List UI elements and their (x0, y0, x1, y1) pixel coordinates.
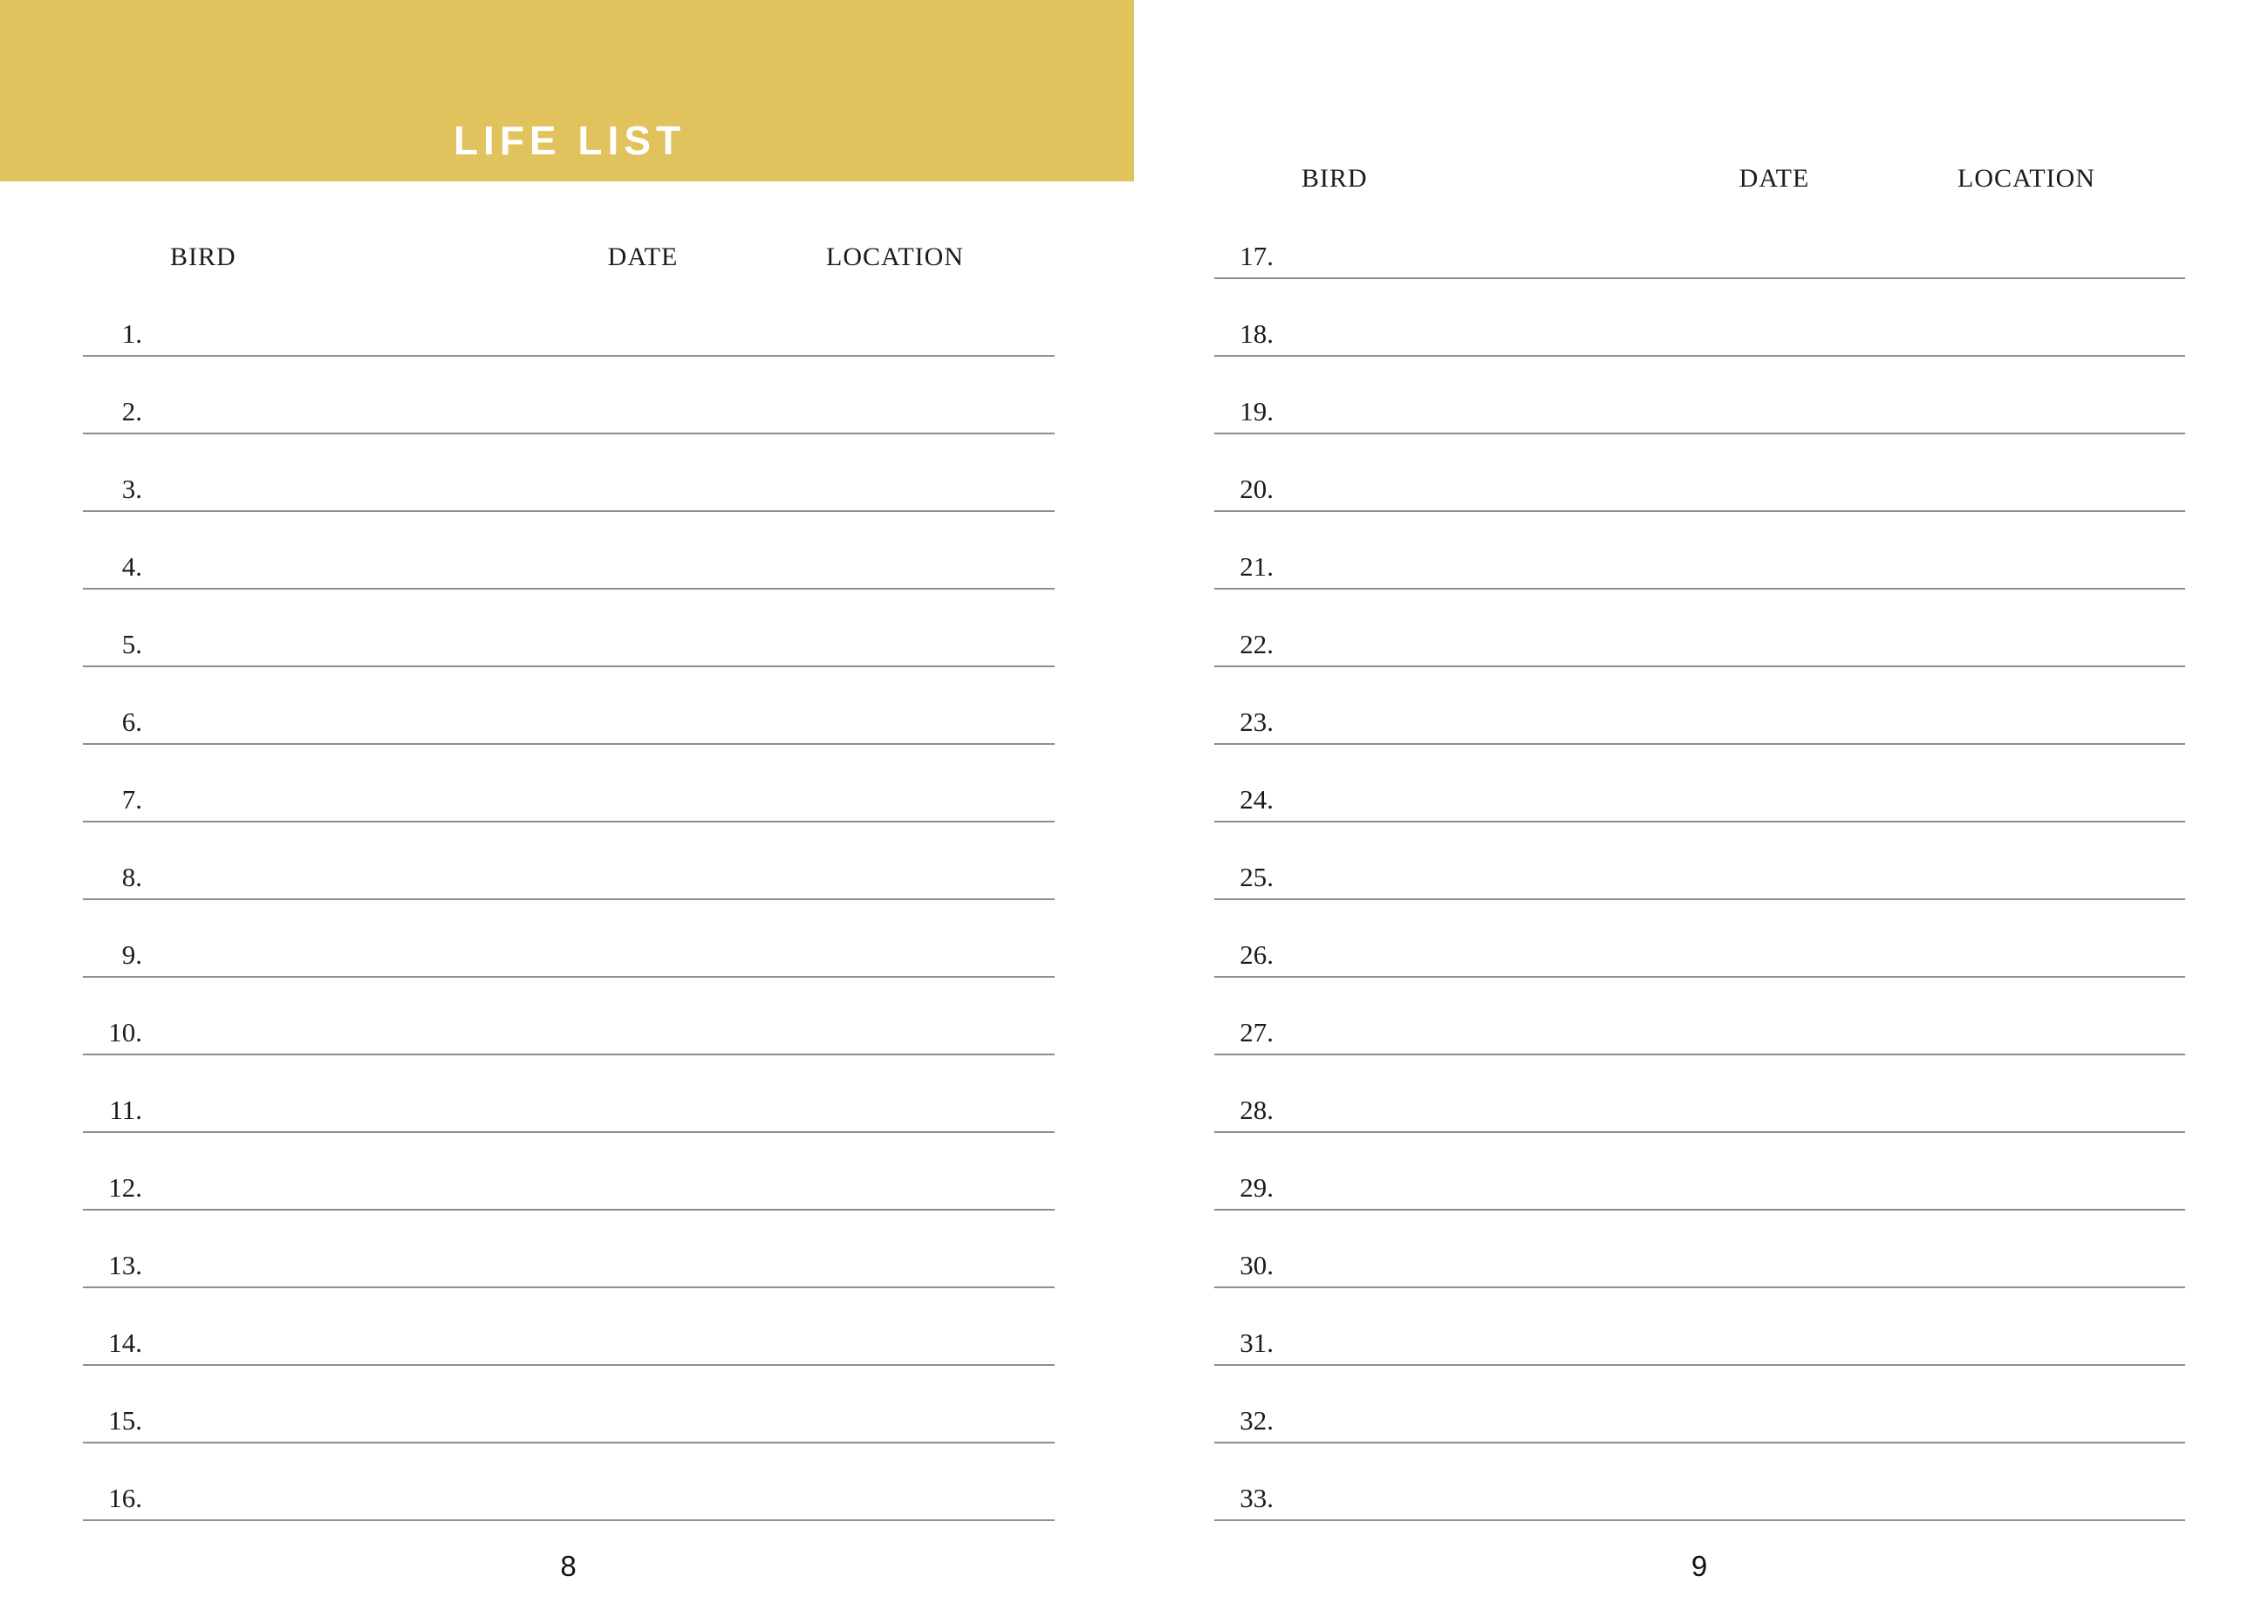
list-row: 27. (1214, 978, 2185, 1055)
row-number: 1. (121, 317, 142, 349)
column-header-date: DATE (1739, 164, 1810, 193)
row-number: 32. (1240, 1404, 1274, 1436)
page-title: LIFE LIST (453, 118, 687, 163)
list-row: 7. (83, 745, 1055, 822)
column-headers-left: BIRD DATE LOCATION (83, 244, 1055, 272)
row-number: 21. (1240, 550, 1274, 582)
list-row: 5. (83, 590, 1055, 667)
list-row: 24. (1214, 745, 2185, 822)
life-list-banner: LIFE LIST (0, 0, 1134, 181)
row-number: 8. (121, 861, 142, 892)
row-number: 30. (1240, 1249, 1274, 1280)
list-row: 15. (83, 1366, 1055, 1443)
list-row: 28. (1214, 1055, 2185, 1133)
page-left: LIFE LIST BIRD DATE LOCATION 1. 2. 3. 4.… (0, 0, 1134, 1582)
list-row: 30. (1214, 1211, 2185, 1288)
row-number: 4. (121, 550, 142, 582)
column-header-bird: BIRD (1301, 164, 1368, 193)
row-number: 31. (1240, 1327, 1274, 1358)
page-number-left: 8 (560, 1550, 577, 1582)
list-row: 32. (1214, 1366, 2185, 1443)
row-number: 10. (108, 1016, 142, 1047)
list-row: 13. (83, 1211, 1055, 1288)
list-row: 31. (1214, 1288, 2185, 1366)
list-row: 25. (1214, 822, 2185, 900)
row-number: 16. (108, 1482, 142, 1513)
row-number: 9. (121, 938, 142, 970)
list-row: 29. (1214, 1133, 2185, 1211)
row-number: 17. (1240, 240, 1274, 271)
row-number: 24. (1240, 783, 1274, 815)
list-row: 17. (1214, 201, 2185, 279)
row-number: 2. (121, 395, 142, 426)
column-header-location: LOCATION (1957, 164, 2095, 193)
list-row: 26. (1214, 900, 2185, 978)
row-number: 5. (121, 628, 142, 659)
row-number: 27. (1240, 1016, 1274, 1047)
row-number: 6. (121, 706, 142, 737)
list-row: 23. (1214, 667, 2185, 745)
row-number: 28. (1240, 1094, 1274, 1125)
list-row: 3. (83, 434, 1055, 512)
list-row: 6. (83, 667, 1055, 745)
list-row: 1. (83, 279, 1055, 357)
list-row: 14. (83, 1288, 1055, 1366)
list-row: 16. (83, 1443, 1055, 1521)
row-number: 19. (1240, 395, 1274, 426)
list-row: 11. (83, 1055, 1055, 1133)
row-number: 22. (1240, 628, 1274, 659)
row-number: 26. (1240, 938, 1274, 970)
row-number: 23. (1240, 706, 1274, 737)
column-header-location: LOCATION (826, 242, 964, 271)
page-number-right: 9 (1691, 1550, 1709, 1582)
row-number: 15. (108, 1404, 142, 1436)
list-row: 18. (1214, 279, 2185, 357)
list-row: 9. (83, 900, 1055, 978)
column-headers-right: BIRD DATE LOCATION (1214, 166, 2185, 194)
list-row: 21. (1214, 512, 2185, 590)
list-row: 33. (1214, 1443, 2185, 1521)
list-row: 8. (83, 822, 1055, 900)
life-list-rows-left: 1. 2. 3. 4. 5. 6. 7. 8. 9. 10. 11. (83, 279, 1055, 1521)
list-row: 10. (83, 978, 1055, 1055)
row-number: 25. (1240, 861, 1274, 892)
list-row: 19. (1214, 357, 2185, 434)
row-number: 14. (108, 1327, 142, 1358)
list-row: 20. (1214, 434, 2185, 512)
column-header-date: DATE (607, 242, 679, 271)
page-right: BIRD DATE LOCATION 17. 18. 19. 20. 21. 2… (1134, 0, 2268, 1624)
row-number: 3. (121, 473, 142, 504)
column-header-bird: BIRD (170, 242, 236, 271)
row-number: 7. (121, 783, 142, 815)
row-number: 13. (108, 1249, 142, 1280)
list-row: 22. (1214, 590, 2185, 667)
list-row: 4. (83, 512, 1055, 590)
row-number: 12. (108, 1171, 142, 1203)
list-row: 12. (83, 1133, 1055, 1211)
row-number: 11. (109, 1094, 142, 1125)
row-number: 20. (1240, 473, 1274, 504)
row-number: 29. (1240, 1171, 1274, 1203)
list-row: 2. (83, 357, 1055, 434)
row-number: 18. (1240, 317, 1274, 349)
life-list-rows-right: 17. 18. 19. 20. 21. 22. 23. 24. 25. 26. … (1214, 201, 2185, 1521)
row-number: 33. (1240, 1482, 1274, 1513)
